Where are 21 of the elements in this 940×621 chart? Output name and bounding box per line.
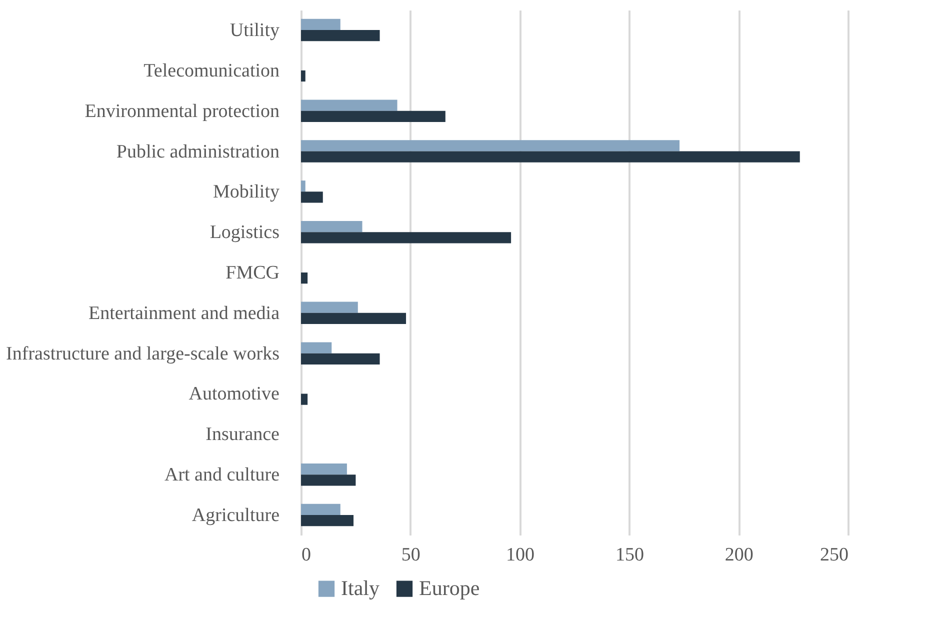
- legend-label: Italy: [341, 576, 380, 600]
- x-tick-label: 150: [615, 544, 644, 566]
- y-tick-label: Insurance: [206, 424, 280, 446]
- x-tick-label: 0: [302, 544, 311, 566]
- x-tick-label: 100: [506, 544, 535, 566]
- x-tick-label: 50: [401, 544, 420, 566]
- y-tick-label: Public administration: [116, 141, 280, 162]
- y-tick-label: FMCG: [226, 262, 280, 284]
- legend-label: Europe: [419, 576, 480, 600]
- y-tick-label: Entertainment and media: [88, 302, 280, 324]
- y-tick-label: Art and culture: [164, 464, 280, 486]
- y-tick-label: Infrastructure and large-scale works: [6, 343, 280, 364]
- y-tick-label: Automotive: [188, 384, 280, 405]
- y-tick-label: Environmental protection: [84, 100, 280, 122]
- x-tick-label: 250: [820, 544, 848, 566]
- y-tick-label: Agriculture: [192, 504, 280, 526]
- x-tick-label: 200: [724, 544, 754, 566]
- y-tick-label: Logistics: [210, 222, 280, 244]
- y-tick-label: Utility: [230, 20, 280, 42]
- y-tick-label: Mobility: [212, 182, 280, 203]
- y-tick-label: Telecomunication: [144, 60, 280, 82]
